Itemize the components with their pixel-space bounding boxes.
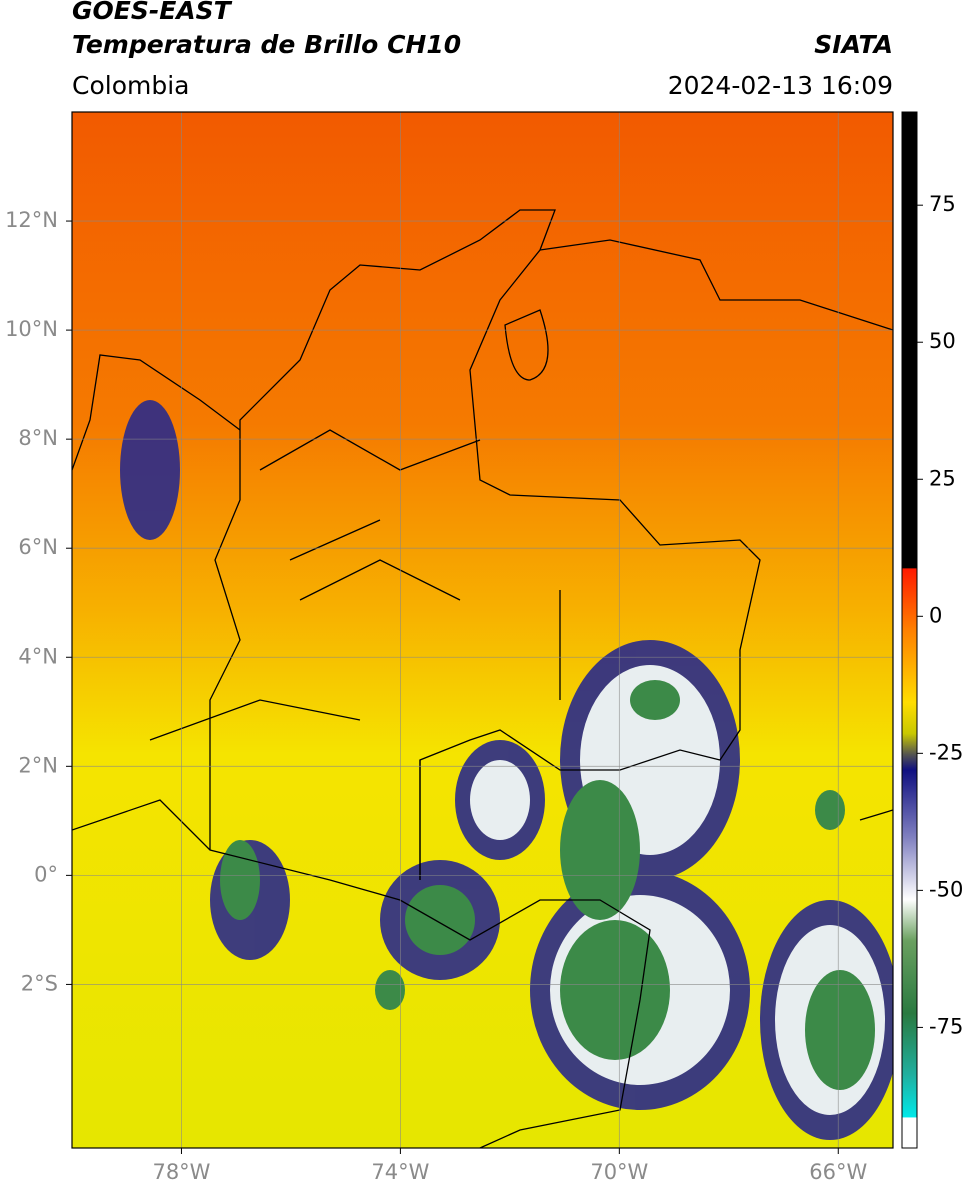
x-tick-label: 66°W (809, 1160, 867, 1184)
subtitle: Temperatura de Brillo CH10 (72, 30, 461, 59)
colorbar-label: -25 (929, 740, 963, 764)
y-tick-label: 2°S (21, 971, 58, 995)
colorbar-label: 75 (929, 192, 956, 216)
colorbar-label: -50 (929, 877, 963, 901)
title: GOES-EAST (72, 0, 233, 25)
graticule (72, 112, 893, 1148)
y-tick-label: 4°N (18, 644, 58, 668)
colorbar-label: 25 (929, 466, 956, 490)
map-frame (71, 111, 894, 1149)
datetime: 2024-02-13 16:09 (668, 71, 893, 100)
y-tick-label: 6°N (18, 535, 58, 559)
y-tick-label: 12°N (5, 208, 58, 232)
x-tick-label: 78°W (152, 1160, 210, 1184)
colorbar (901, 111, 918, 1149)
colorbar-label: 50 (929, 329, 956, 353)
colorbar-label: 0 (929, 603, 942, 627)
region: Colombia (72, 71, 189, 100)
colorbar-label: -75 (929, 1014, 963, 1038)
y-tick-label: 8°N (18, 426, 58, 450)
x-tick-label: 74°W (371, 1160, 429, 1184)
y-tick-label: 10°N (5, 317, 58, 341)
x-tick-label: 70°W (590, 1160, 648, 1184)
map-image (72, 112, 893, 1148)
y-tick-label: 0° (34, 862, 58, 886)
source: SIATA (814, 30, 893, 59)
y-tick-label: 2°N (18, 753, 58, 777)
